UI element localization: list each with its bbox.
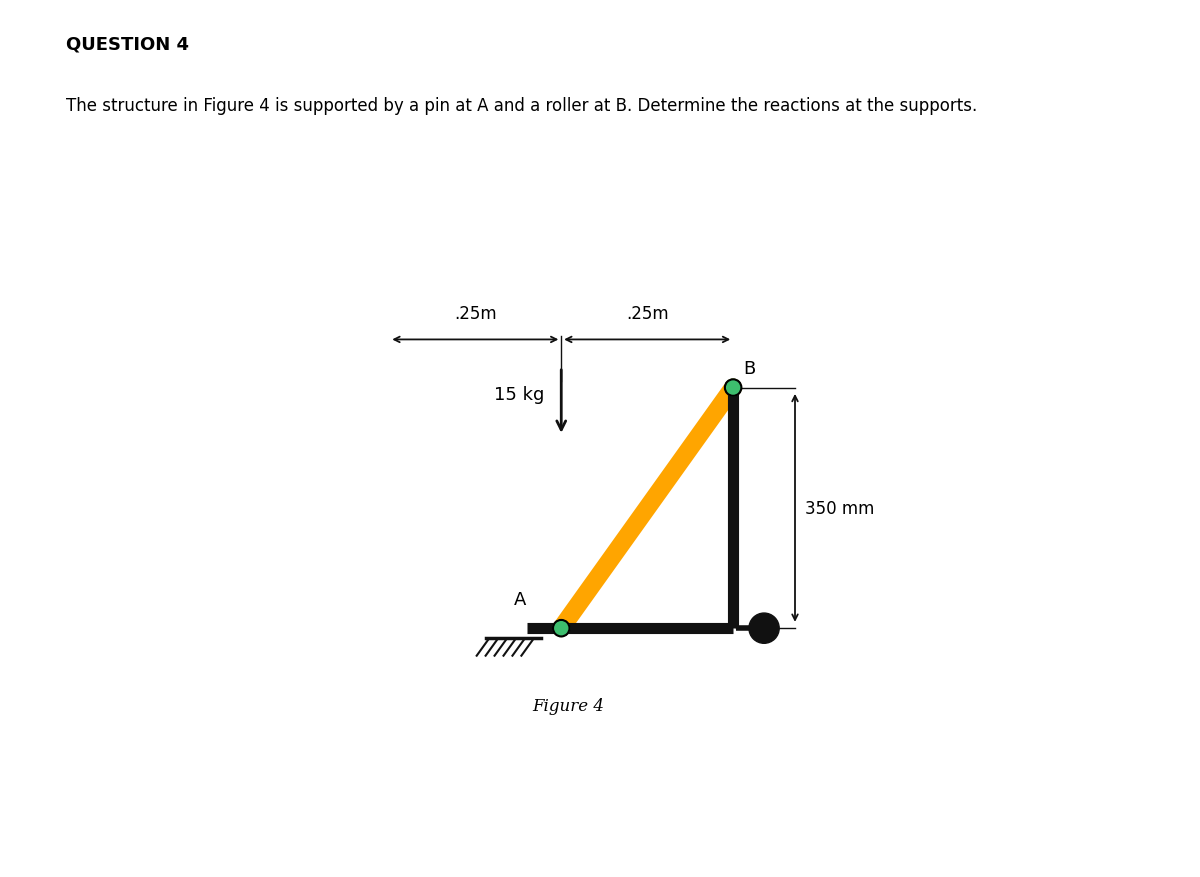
Text: .25m: .25m <box>626 305 668 323</box>
Text: The structure in Figure 4 is supported by a pin at A and a roller at B. Determin: The structure in Figure 4 is supported b… <box>66 96 977 115</box>
Text: Figure 4: Figure 4 <box>532 697 604 714</box>
Text: .25m: .25m <box>454 305 497 323</box>
Circle shape <box>749 613 779 644</box>
Circle shape <box>725 380 742 396</box>
Text: QUESTION 4: QUESTION 4 <box>66 35 190 53</box>
Circle shape <box>553 620 570 637</box>
Text: 15 kg: 15 kg <box>493 386 544 404</box>
Text: 350 mm: 350 mm <box>805 499 875 517</box>
Text: A: A <box>514 590 526 608</box>
Text: B: B <box>744 360 756 378</box>
